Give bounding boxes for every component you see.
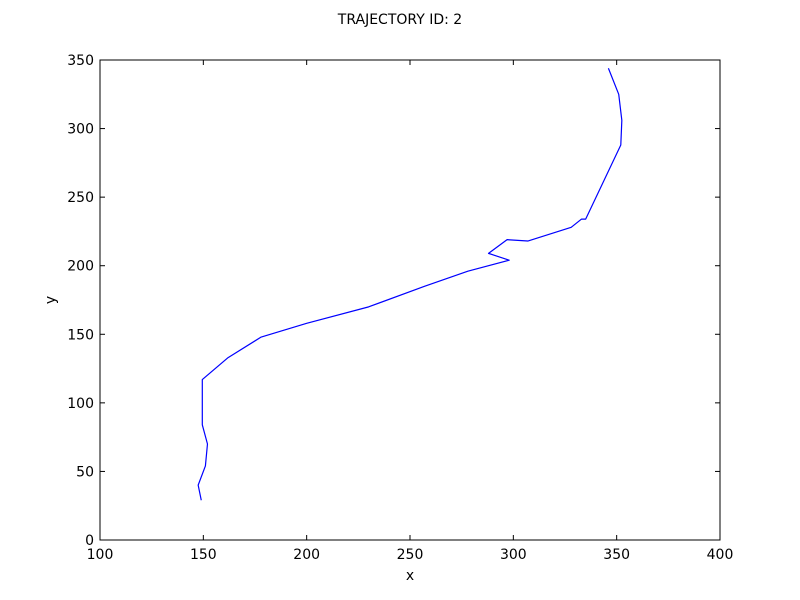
- x-tick-label: 200: [293, 547, 320, 563]
- y-tick-label: 0: [85, 533, 94, 549]
- trajectory-line-0: [197, 68, 623, 501]
- series-layer: [197, 68, 623, 501]
- chart-title: TRAJECTORY ID: 2: [337, 12, 462, 28]
- y-tick-label: 150: [67, 327, 94, 343]
- y-tick-label: 300: [67, 122, 94, 138]
- x-tick-label: 400: [707, 547, 734, 563]
- y-tick-label: 250: [67, 190, 94, 206]
- x-axis-label: x: [406, 568, 414, 584]
- x-tick-label: 350: [603, 547, 630, 563]
- x-tick-label: 150: [190, 547, 217, 563]
- y-tick-label: 200: [67, 259, 94, 275]
- y-tick-label: 350: [67, 53, 94, 69]
- plot-frame: [99, 59, 721, 541]
- y-tick-label: 50: [76, 464, 94, 480]
- x-tick-label: 300: [500, 547, 527, 563]
- y-axis-label: y: [43, 296, 59, 304]
- x-tick-label: 100: [87, 547, 114, 563]
- y-tick-label: 100: [67, 396, 94, 412]
- x-tick-label: 250: [397, 547, 424, 563]
- axis-ticks: 100 150 200 250 300 350 400 0 50 100 150 200 250 300 3…: [67, 53, 733, 563]
- plot-area: [100, 60, 720, 540]
